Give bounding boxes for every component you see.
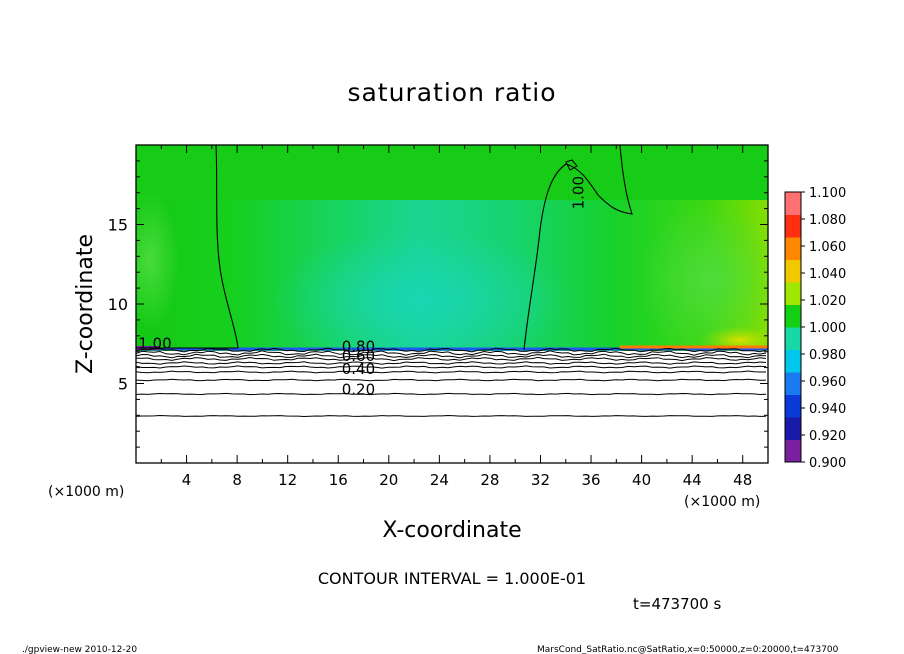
x-tick-label: 28: [480, 471, 499, 489]
contour-line: [136, 365, 767, 369]
contour-label: 1.00: [569, 176, 587, 209]
y-axis: 5 10 15: [108, 160, 768, 448]
contour-line: [136, 392, 767, 396]
colorbar-label: 0.920: [809, 429, 846, 444]
x-tick-label: 24: [430, 471, 449, 489]
colorbar-label: 1.020: [809, 294, 846, 309]
contour-line: [136, 356, 767, 362]
contour-line: [136, 361, 767, 365]
y-axis-label: Z-coordinate: [73, 234, 98, 374]
unsaturated-region: [136, 351, 768, 463]
contour-1.00-left: [136, 145, 239, 349]
colorbar-swatch: [785, 282, 801, 305]
contour-line: [136, 370, 767, 374]
contour-labels: 1.00 1.00 0.800.600.40 0.20: [138, 176, 587, 399]
contour-label: 0.80: [342, 338, 375, 356]
x-tick-label: 12: [278, 471, 297, 489]
colorbar-label: 0.900: [809, 456, 846, 471]
colorbar-label: 1.000: [809, 321, 846, 336]
y-tick-label: 5: [118, 375, 128, 394]
colorbar-swatch: [785, 394, 801, 418]
colorbar-label: 0.980: [809, 348, 846, 363]
colorbar-swatch: [785, 349, 801, 373]
contour-label: 0.40: [342, 360, 375, 378]
contour-lines: [136, 145, 767, 418]
x-tick-label: 16: [329, 471, 348, 489]
colorbar-swatch: [785, 214, 801, 238]
y-tick-label: 15: [108, 216, 128, 235]
colorbar-swatch: [785, 192, 801, 215]
cyan-region: [270, 230, 570, 370]
footer-right: MarsCond_SatRatio.nc@SatRatio,x=0:50000,…: [537, 645, 839, 654]
time-text: t=473700 s: [633, 595, 721, 613]
x-tick-label: 8: [232, 471, 242, 489]
light-green-region-right: [640, 200, 768, 360]
colorbar-label: 0.940: [809, 402, 846, 417]
contour-interval-text: CONTOUR INTERVAL = 1.000E-01: [318, 569, 586, 588]
x-tick-label: 36: [581, 471, 600, 489]
colorbar-swatch: [785, 439, 801, 463]
x-unit-left: (×1000 m): [48, 484, 124, 500]
x-tick-label: 48: [733, 471, 752, 489]
contour-island: [565, 159, 578, 171]
contour-line: [136, 347, 767, 353]
colorbar-label: 1.060: [809, 240, 846, 255]
colorbar-swatch: [785, 327, 801, 350]
x-unit-right: (×1000 m): [684, 494, 760, 510]
colorbar-swatch: [785, 372, 801, 395]
contour-line: [136, 378, 767, 382]
contour-label: 0.60: [342, 347, 375, 365]
colorbar-swatch: [785, 417, 801, 440]
light-green-region-left: [136, 190, 180, 330]
footer-left: ./gpview-new 2010-12-20: [22, 645, 137, 654]
x-tick-label: 44: [683, 471, 702, 489]
x-tick-label: 32: [531, 471, 550, 489]
x-axis: 4 8 12 16 20 24 28 32 36 40 44 48: [160, 145, 752, 489]
x-tick-label: 4: [182, 471, 192, 489]
colorbar-swatch: [785, 259, 801, 283]
y-tick-label: 10: [108, 295, 128, 314]
colorbar-swatch: [785, 304, 801, 328]
x-axis-label: X-coordinate: [382, 518, 521, 543]
contour-1.00-right: [523, 145, 633, 351]
contour-label: 1.00: [138, 335, 171, 353]
colorbar-label: 1.100: [809, 186, 846, 201]
plot-area: [136, 145, 768, 463]
colorbar-label: 0.960: [809, 375, 846, 390]
colorbar: 1.100 1.080 1.060 1.040 1.020 1.000 0.980 0.960…: [784, 186, 846, 471]
x-tick-label: 20: [379, 471, 398, 489]
colorbar-swatch: [785, 237, 801, 260]
colorbar-label: 1.040: [809, 267, 846, 282]
contour-line: [136, 353, 767, 359]
contour-line: [136, 350, 767, 356]
contour-line: [136, 414, 767, 418]
x-tick-label: 40: [632, 471, 651, 489]
colorbar-label: 1.080: [809, 213, 846, 228]
chart-title: saturation ratio: [347, 78, 556, 107]
contour-label: 0.20: [342, 381, 375, 399]
